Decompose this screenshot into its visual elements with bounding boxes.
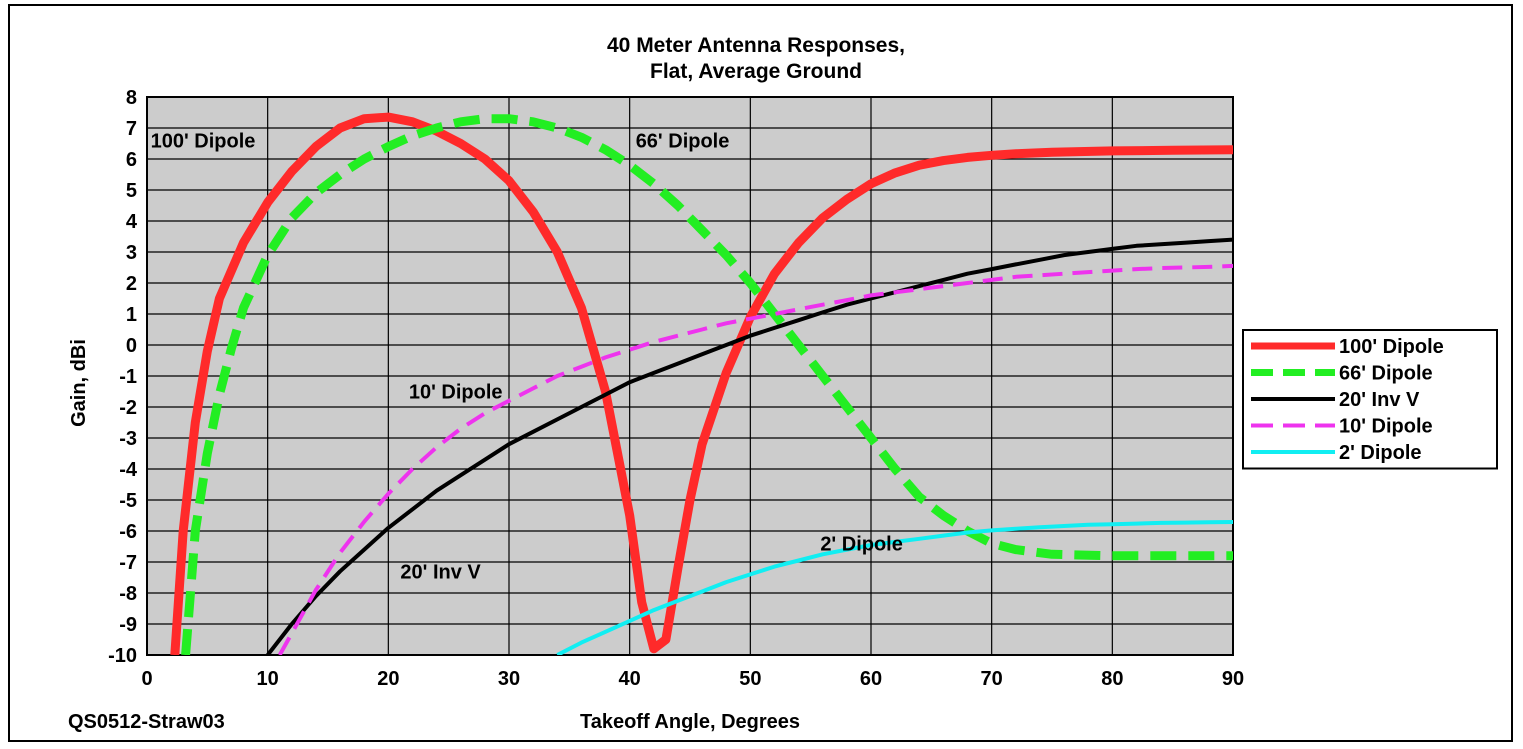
y-tick-label: 8 (126, 87, 137, 109)
x-tick-label: 90 (1222, 668, 1244, 690)
legend-label: 20' Inv V (1339, 389, 1420, 411)
series-annotation: 100' Dipole (151, 130, 256, 152)
series-line-10-dipole (277, 263, 1233, 655)
y-tick-label: -4 (119, 459, 138, 481)
x-tick-label: 30 (498, 668, 520, 690)
x-tick-label: 10 (257, 668, 279, 690)
gridlines (147, 97, 1233, 655)
legend-box (1242, 329, 1498, 470)
y-tick-label: -9 (119, 614, 137, 636)
x-tick-label: 20 (377, 668, 399, 690)
y-tick-label: 7 (126, 118, 137, 140)
x-tick-label: 70 (981, 668, 1003, 690)
tick-labels: 0 10 20 30 40 50 60 70 80 90876543210-1-2-3-4-5-6… (108, 87, 1244, 690)
y-tick-label: -5 (119, 490, 137, 512)
series-line-100-dipole (170, 112, 1233, 655)
x-tick-label: 0 (141, 668, 152, 690)
series-line-2-dipole (556, 520, 1233, 655)
figure-id-footnote: QS0512-Straw03 (68, 711, 225, 733)
y-tick-label: -6 (119, 521, 137, 543)
series-annotation: 20' Inv V (400, 561, 481, 583)
y-tick-label: -3 (119, 428, 137, 450)
legend-label: 10' Dipole (1339, 416, 1433, 438)
x-tick-label: 60 (860, 668, 882, 690)
y-tick-label: -2 (119, 397, 137, 419)
x-axis-label: Takeoff Angle, Degrees (580, 711, 800, 733)
y-tick-label: -1 (119, 366, 137, 388)
chart-frame (8, 4, 1513, 742)
chart-subtitle: Flat, Average Ground (650, 60, 862, 83)
y-tick-label: 2 (126, 273, 137, 295)
y-tick-label: 6 (126, 149, 137, 171)
series-annotations: 100' Dipole 66' Dipole 10' Dipole 20' Inv V… (151, 130, 903, 583)
y-tick-label: 5 (126, 180, 137, 202)
y-tick-label: -7 (119, 552, 137, 574)
y-tick-label: -10 (108, 645, 137, 667)
series-annotation: 10' Dipole (409, 382, 503, 404)
legend-label: 66' Dipole (1339, 363, 1433, 385)
series-annotation: 66' Dipole (636, 130, 730, 152)
legend-label: 100' Dipole (1339, 336, 1444, 358)
y-tick-label: -8 (119, 583, 137, 605)
y-tick-label: 0 (126, 335, 137, 357)
series-line-66-dipole (181, 114, 1233, 655)
y-tick-label: 3 (126, 242, 137, 264)
legend-label: 2' Dipole (1339, 442, 1422, 464)
y-tick-label: 4 (126, 211, 138, 233)
x-tick-label: 80 (1101, 668, 1123, 690)
legend: 100' Dipole 66' Dipole 20' Inv V 10' Dipole… (1242, 329, 1498, 470)
series-layer (170, 112, 1233, 655)
series-line-20-inv-v (266, 237, 1233, 655)
chart-title: 40 Meter Antenna Responses, (607, 34, 905, 57)
y-tick-label: 1 (126, 304, 137, 326)
x-tick-label: 40 (619, 668, 641, 690)
y-axis-label: Gain, dBi (68, 339, 90, 427)
series-annotation: 2' Dipole (820, 533, 903, 555)
x-tick-label: 50 (739, 668, 761, 690)
